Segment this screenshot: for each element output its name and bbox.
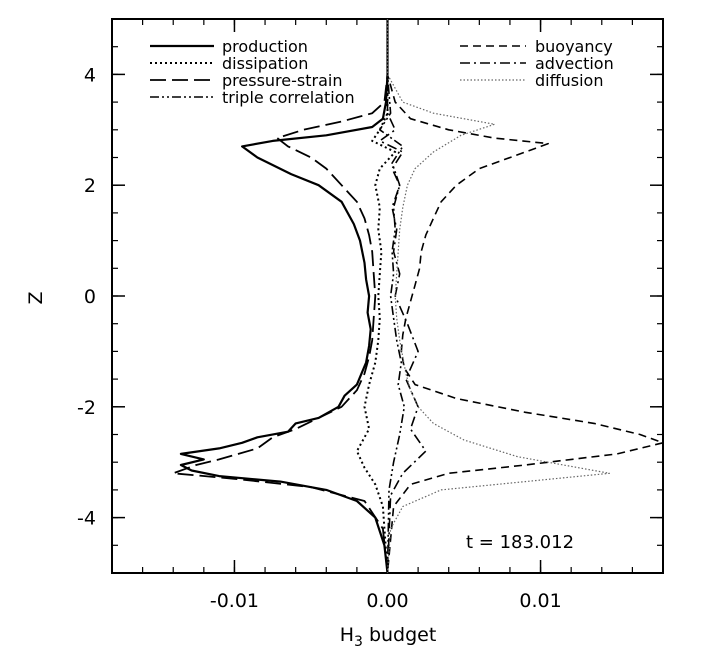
x-tick-label: -0.01 (210, 590, 259, 612)
y-tick-label: -2 (77, 397, 96, 419)
y-tick-label: -4 (77, 508, 96, 530)
y-tick-label: 2 (84, 175, 96, 197)
legend: productiondissipationpressure-straintrip… (150, 37, 614, 107)
series-line-triple-correlation (379, 19, 406, 574)
legend-label-pressure-strain: pressure-strain (222, 71, 342, 90)
x-axis-label-sub: 3 (354, 634, 363, 649)
legend-label-diffusion: diffusion (535, 71, 603, 90)
legend-label-advection: advection (535, 54, 614, 73)
series-line-production (179, 19, 389, 574)
axes-group: -0.01 0.00 0.01 -4 -2 0 2 4 (77, 18, 664, 612)
x-axis-label: H3 budget (340, 624, 437, 649)
legend-label-dissipation: dissipation (222, 54, 308, 73)
x-tick-label: 0.01 (519, 590, 561, 612)
x-axis-label-rest: budget (363, 624, 436, 646)
y-tick-label: 0 (84, 286, 96, 308)
series-line-pressure-strain (172, 19, 389, 574)
x-axis-label-main: H (340, 624, 354, 646)
series-line-diffusion (386, 19, 610, 574)
legend-label-triple-correlation: triple correlation (222, 88, 355, 107)
legend-label-production: production (222, 37, 308, 56)
legend-label-buoyancy: buoyancy (535, 37, 613, 56)
x-tick-label: 0.00 (366, 590, 408, 612)
series-line-buoyancy (386, 19, 664, 574)
y-tick-label: 4 (84, 64, 96, 86)
series-group (172, 19, 664, 574)
y-axis-label: Z (25, 291, 47, 304)
series-line-dissipation (355, 19, 397, 574)
annotation-time: t = 183.012 (466, 532, 574, 553)
series-line-advection (379, 19, 427, 574)
